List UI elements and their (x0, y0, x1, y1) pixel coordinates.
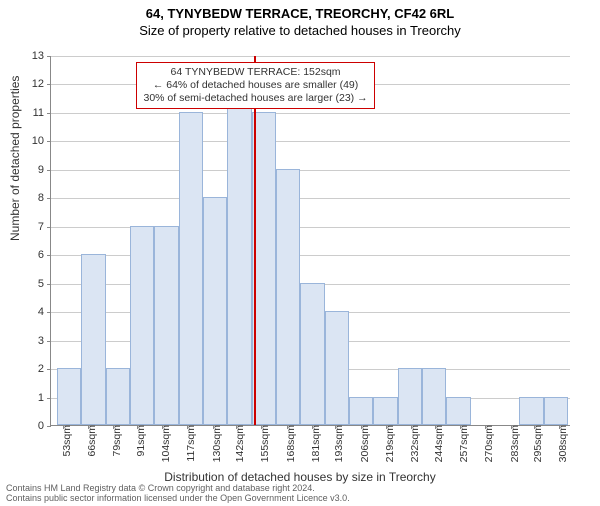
gridline (51, 255, 570, 256)
histogram-bar (179, 112, 203, 425)
y-tick-label: 3 (16, 335, 44, 347)
histogram-bar (81, 254, 105, 425)
x-tick-label: 142sqm (234, 425, 246, 462)
x-axis-title: Distribution of detached houses by size … (0, 470, 600, 484)
histogram-bar (106, 368, 130, 425)
y-tick-label: 10 (16, 135, 44, 147)
histogram-bar (325, 311, 349, 425)
y-tick-label: 7 (16, 221, 44, 233)
y-tick-label: 6 (16, 249, 44, 261)
histogram-bar (519, 397, 543, 425)
plot-area: 01234567891011121353sqm66sqm79sqm91sqm10… (50, 56, 570, 426)
y-tick-label: 4 (16, 306, 44, 318)
x-tick-label: 66sqm (86, 425, 98, 457)
property-marker-line (254, 56, 256, 425)
gridline (51, 141, 570, 142)
y-tick (47, 141, 51, 142)
gridline (51, 56, 570, 57)
histogram-bar (130, 226, 154, 425)
histogram-bar (349, 397, 373, 425)
y-tick-label: 2 (16, 363, 44, 375)
x-tick-label: 295sqm (532, 425, 544, 462)
histogram-bar (203, 197, 227, 425)
y-tick (47, 227, 51, 228)
y-tick-label: 5 (16, 278, 44, 290)
x-tick-label: 206sqm (359, 425, 371, 462)
y-tick-label: 11 (16, 107, 44, 119)
annotation-line: 64 TYNYBEDW TERRACE: 152sqm (143, 66, 367, 79)
y-tick (47, 398, 51, 399)
x-tick-label: 168sqm (285, 425, 297, 462)
gridline (51, 227, 570, 228)
y-tick (47, 56, 51, 57)
y-tick (47, 170, 51, 171)
histogram-bar (446, 397, 470, 425)
x-tick-label: 283sqm (509, 425, 521, 462)
x-tick-label: 193sqm (333, 425, 345, 462)
y-tick-label: 12 (16, 78, 44, 90)
x-tick-label: 91sqm (135, 425, 147, 457)
histogram-bar (544, 397, 568, 425)
y-tick (47, 369, 51, 370)
y-tick (47, 84, 51, 85)
annotation-line: 30% of semi-detached houses are larger (… (143, 92, 367, 105)
x-tick-label: 270sqm (483, 425, 495, 462)
histogram-bar (373, 397, 397, 425)
histogram-bar (300, 283, 324, 425)
annotation-line: ← 64% of detached houses are smaller (49… (143, 79, 367, 92)
annotation-box: 64 TYNYBEDW TERRACE: 152sqm← 64% of deta… (136, 62, 374, 109)
x-tick-label: 257sqm (458, 425, 470, 462)
y-tick (47, 198, 51, 199)
y-tick-label: 0 (16, 420, 44, 432)
y-tick (47, 312, 51, 313)
y-tick (47, 426, 51, 427)
footer-line: Contains public sector information licen… (6, 494, 350, 504)
histogram-bar (398, 368, 422, 425)
attribution-footer: Contains HM Land Registry data © Crown c… (6, 484, 350, 504)
x-tick-label: 181sqm (310, 425, 322, 462)
x-tick-label: 219sqm (384, 425, 396, 462)
gridline (51, 198, 570, 199)
gridline (51, 113, 570, 114)
x-tick-label: 232sqm (409, 425, 421, 462)
x-tick-label: 104sqm (160, 425, 172, 462)
chart-title-sub: Size of property relative to detached ho… (0, 23, 600, 38)
y-tick (47, 284, 51, 285)
chart-title-main: 64, TYNYBEDW TERRACE, TREORCHY, CF42 6RL (0, 6, 600, 21)
x-tick-label: 117sqm (185, 425, 197, 462)
y-tick-label: 1 (16, 392, 44, 404)
x-tick-label: 53sqm (61, 425, 73, 457)
histogram-bar (227, 83, 251, 425)
y-tick-label: 8 (16, 192, 44, 204)
y-tick (47, 255, 51, 256)
y-axis-title: Number of detached properties (8, 76, 22, 241)
x-tick-label: 130sqm (211, 425, 223, 462)
x-tick-label: 79sqm (111, 425, 123, 457)
y-tick-label: 9 (16, 164, 44, 176)
y-tick-label: 13 (16, 50, 44, 62)
y-tick (47, 341, 51, 342)
y-tick (47, 113, 51, 114)
x-tick-label: 155sqm (259, 425, 271, 462)
histogram-bar (57, 368, 81, 425)
histogram-bar (154, 226, 178, 425)
histogram-bar (422, 368, 446, 425)
x-tick-label: 308sqm (557, 425, 569, 462)
x-tick-label: 244sqm (433, 425, 445, 462)
gridline (51, 170, 570, 171)
histogram-chart: 01234567891011121353sqm66sqm79sqm91sqm10… (50, 56, 570, 426)
histogram-bar (276, 169, 300, 425)
